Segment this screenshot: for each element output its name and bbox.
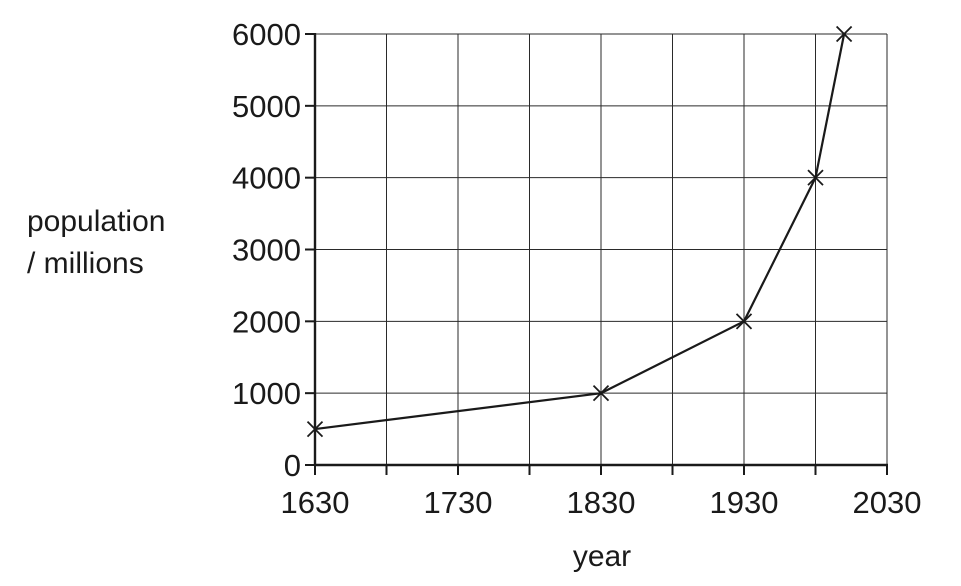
y-axis-tick-labels: 0 1000 2000 3000 4000 5000 6000 — [232, 17, 301, 483]
x-axis-tick-labels: 1630 1730 1830 1930 2030 — [281, 485, 922, 520]
marker-stroke — [592, 385, 610, 402]
y-tick-label: 2000 — [232, 304, 301, 339]
x-tick-label: 2030 — [853, 485, 922, 520]
tick-marks — [305, 33, 888, 475]
y-tick-label: 1000 — [232, 376, 301, 411]
data-point-markers — [306, 25, 853, 438]
y-tick-label: 0 — [284, 448, 301, 483]
y-axis-label-line-1: population — [27, 205, 165, 238]
x-axis-label: year — [573, 540, 631, 573]
y-tick-label: 6000 — [232, 17, 301, 52]
y-tick-label: 5000 — [232, 89, 301, 124]
y-tick-label: 4000 — [232, 161, 301, 196]
y-axis-label-line-2: / millions — [27, 247, 144, 280]
x-tick-label: 1730 — [424, 485, 493, 520]
data-point-marker — [807, 169, 824, 186]
population-line — [314, 33, 846, 431]
data-point-marker — [592, 385, 610, 402]
marker-stroke — [807, 169, 824, 186]
marker-stroke — [835, 25, 853, 43]
data-point-marker — [735, 313, 753, 330]
chart-grid — [315, 33, 888, 465]
population-series — [314, 33, 846, 431]
marker-stroke — [735, 313, 753, 330]
x-tick-label: 1630 — [281, 485, 350, 520]
y-tick-label: 3000 — [232, 233, 301, 268]
marker-stroke — [306, 420, 324, 438]
data-point-marker — [306, 420, 324, 438]
data-point-marker — [835, 25, 853, 43]
x-tick-label: 1930 — [710, 485, 779, 520]
x-tick-label: 1830 — [567, 485, 636, 520]
